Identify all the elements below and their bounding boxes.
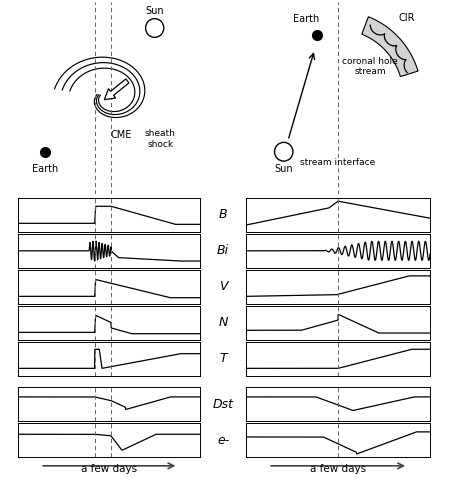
Text: T: T bbox=[219, 352, 226, 365]
Text: Earth: Earth bbox=[32, 164, 58, 174]
Text: Bi: Bi bbox=[217, 244, 229, 257]
Text: Sun: Sun bbox=[145, 6, 163, 16]
Text: coronal hole
stream: coronal hole stream bbox=[341, 57, 397, 76]
Text: Earth: Earth bbox=[292, 14, 319, 24]
Text: sheath
shock: sheath shock bbox=[145, 129, 175, 149]
Text: Dst: Dst bbox=[212, 398, 233, 411]
Polygon shape bbox=[361, 17, 417, 77]
Text: stream interface: stream interface bbox=[300, 158, 375, 168]
Text: Sun: Sun bbox=[274, 164, 292, 174]
Text: e-: e- bbox=[217, 434, 229, 447]
Circle shape bbox=[274, 143, 292, 161]
Text: CIR: CIR bbox=[397, 13, 414, 23]
Text: B: B bbox=[218, 208, 227, 221]
Text: a few days: a few days bbox=[309, 464, 365, 474]
Text: N: N bbox=[218, 316, 227, 329]
Text: V: V bbox=[218, 280, 227, 293]
Circle shape bbox=[145, 19, 163, 37]
Text: CME: CME bbox=[111, 130, 132, 140]
FancyArrow shape bbox=[104, 79, 129, 100]
Text: a few days: a few days bbox=[81, 464, 137, 474]
